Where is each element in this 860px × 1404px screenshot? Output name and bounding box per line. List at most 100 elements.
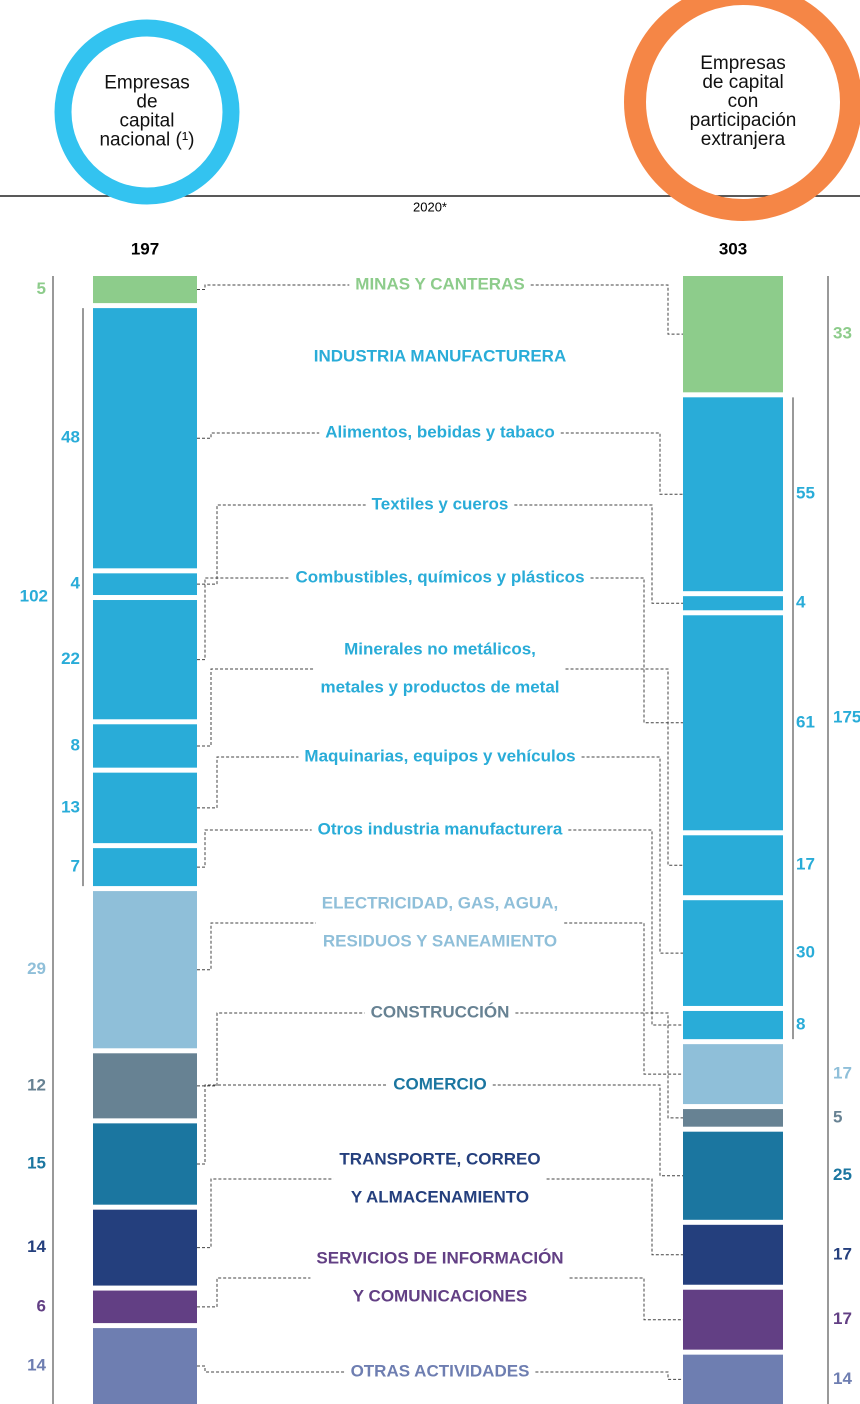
bar-segment xyxy=(683,276,783,393)
connector xyxy=(197,284,683,335)
sector-label: TRANSPORTE, CORREO xyxy=(339,1149,540,1168)
bar-segment xyxy=(93,1053,197,1119)
bar-segment xyxy=(93,1328,197,1404)
column-title: de xyxy=(136,92,157,113)
sector-label: COMERCIO xyxy=(393,1074,487,1093)
group-total: 102 xyxy=(20,587,48,606)
connector xyxy=(197,756,683,954)
group-label: INDUSTRIA MANUFACTURERA xyxy=(314,346,566,365)
sector-label: Textiles y cueros xyxy=(372,494,509,513)
column-title: participación xyxy=(690,110,797,131)
bar-segment xyxy=(93,891,197,1049)
bar-segment xyxy=(683,1131,783,1220)
column-title: extranjera xyxy=(701,129,786,150)
value-label: 4 xyxy=(796,593,806,612)
connector xyxy=(197,432,683,495)
value-label: 5 xyxy=(833,1107,842,1126)
sector-label: Minerales no metálicos, xyxy=(344,639,536,658)
bar-segment xyxy=(93,1209,197,1286)
column-title: nacional (¹) xyxy=(99,130,194,151)
bar-segment xyxy=(683,397,783,592)
column-title: Empresas xyxy=(700,53,786,74)
sector-label: ELECTRICIDAD, GAS, AGUA, xyxy=(322,893,558,912)
bar-segment xyxy=(683,1010,783,1040)
connector xyxy=(197,577,683,724)
value-label: 5 xyxy=(37,279,46,298)
value-label: 30 xyxy=(796,943,815,962)
bar-segment xyxy=(93,1290,197,1324)
connector xyxy=(197,1178,683,1256)
value-label: 25 xyxy=(833,1165,852,1184)
bar-segment xyxy=(683,1224,783,1285)
sector-label: RESIDUOS Y SANEAMIENTO xyxy=(323,931,557,950)
column-title: capital xyxy=(120,111,175,132)
value-label: 7 xyxy=(71,857,80,876)
column-badge xyxy=(54,19,240,205)
bar-segment xyxy=(93,1123,197,1205)
sector-label: Maquinarias, equipos y vehículos xyxy=(304,746,575,765)
connector xyxy=(197,922,683,1075)
sector-label: CONSTRUCCIÓN xyxy=(371,1002,510,1021)
value-label: 17 xyxy=(833,1064,852,1083)
bar-segment xyxy=(683,1354,783,1404)
value-label: 13 xyxy=(61,797,80,816)
connector xyxy=(197,1012,683,1119)
bar-segment xyxy=(683,900,783,1006)
bar-segment xyxy=(93,573,197,596)
column-total: 303 xyxy=(719,239,747,258)
value-label: 55 xyxy=(796,484,815,503)
column-title: con xyxy=(728,91,759,112)
year: 2020* xyxy=(413,199,447,214)
bar-segment xyxy=(683,1109,783,1127)
bar-segment xyxy=(683,1044,783,1105)
bar-segment xyxy=(93,600,197,720)
column-title: de capital xyxy=(702,72,783,93)
bar-segment xyxy=(93,308,197,569)
value-label: 14 xyxy=(27,1356,46,1375)
value-label: 48 xyxy=(61,428,80,447)
sector-label: OTRAS ACTIVIDADES xyxy=(351,1361,530,1380)
bar-segment xyxy=(93,772,197,844)
value-label: 22 xyxy=(61,649,80,668)
bar-segment xyxy=(683,1289,783,1350)
connector xyxy=(197,668,683,866)
bar-segment xyxy=(683,835,783,896)
bar-segment xyxy=(683,596,783,611)
value-label: 17 xyxy=(796,855,815,874)
sector-label: Otros industria manufacturera xyxy=(318,819,563,838)
connector xyxy=(197,1277,683,1321)
value-label: 12 xyxy=(27,1075,46,1094)
value-label: 33 xyxy=(833,324,852,343)
bar-segment xyxy=(93,724,197,768)
value-label: 6 xyxy=(37,1296,46,1315)
value-label: 14 xyxy=(833,1369,852,1388)
column-title: Empresas xyxy=(104,73,190,94)
value-label: 15 xyxy=(27,1153,46,1172)
sector-label: Y ALMACENAMIENTO xyxy=(351,1187,529,1206)
sector-label: metales y productos de metal xyxy=(320,677,559,696)
value-label: 8 xyxy=(71,735,80,754)
bar-segment xyxy=(93,848,197,887)
bar-segment xyxy=(683,615,783,831)
column-total: 197 xyxy=(131,239,159,258)
connector xyxy=(197,1365,683,1380)
sector-label: SERVICIOS DE INFORMACIÓN xyxy=(316,1248,563,1267)
value-label: 61 xyxy=(796,712,815,731)
value-label: 17 xyxy=(833,1244,852,1263)
value-label: 29 xyxy=(27,959,46,978)
connector xyxy=(197,829,683,1026)
group-total: 175 xyxy=(833,708,860,727)
connector xyxy=(197,1084,683,1177)
value-label: 8 xyxy=(796,1015,805,1034)
sector-label: Y COMUNICACIONES xyxy=(353,1286,527,1305)
sector-label: Alimentos, bebidas y tabaco xyxy=(325,422,555,441)
connector xyxy=(197,504,683,604)
value-label: 14 xyxy=(27,1237,46,1256)
column-badge xyxy=(624,0,860,221)
bar-segment xyxy=(93,276,197,304)
sector-label: Combustibles, químicos y plásticos xyxy=(295,567,584,586)
value-label: 4 xyxy=(71,574,81,593)
value-label: 17 xyxy=(833,1309,852,1328)
sector-label: MINAS Y CANTERAS xyxy=(355,274,524,293)
